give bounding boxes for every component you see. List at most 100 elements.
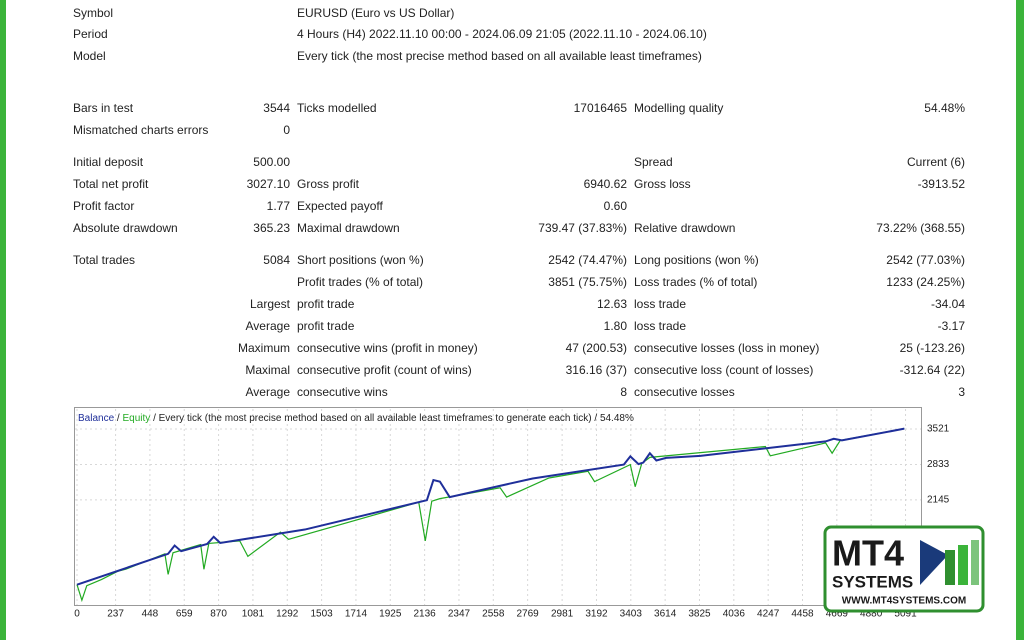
stat-value: 1.77 xyxy=(267,199,291,213)
field-label: Symbol xyxy=(73,6,113,20)
stat-label: consecutive profit (count of wins) xyxy=(297,363,472,377)
logo-icon xyxy=(958,545,968,585)
stat-label: Gross loss xyxy=(634,177,691,191)
stat-value: 739.47 (37.83%) xyxy=(538,221,627,235)
stat-value: 17016465 xyxy=(574,101,628,115)
x-tick-label: 1081 xyxy=(242,609,265,620)
stat-value: Average xyxy=(246,385,291,399)
stat-label: Expected payoff xyxy=(297,199,384,213)
logo-line2: SYSTEMS xyxy=(832,572,913,591)
x-tick-label: 448 xyxy=(142,609,159,620)
logo-icon xyxy=(945,550,955,585)
chart-frame xyxy=(74,407,922,606)
stat-label: Short positions (won %) xyxy=(297,253,424,267)
stat-label: consecutive wins xyxy=(297,385,388,399)
chart-subtitle: / Every tick (the most precise method ba… xyxy=(153,413,634,424)
stat-value: 3027.10 xyxy=(247,177,291,191)
x-tick-label: 0 xyxy=(74,609,80,620)
stat-value: -3913.52 xyxy=(918,177,966,191)
stat-value: 73.22% (368.55) xyxy=(876,221,965,235)
legend-separator: / xyxy=(117,413,120,424)
stat-label: consecutive losses (loss in money) xyxy=(634,341,819,355)
chart: 0 237 448 659 870 1081 1292 1503 1714 1925 2136 234… xyxy=(74,409,950,620)
stat-label: Profit trades (% of total) xyxy=(297,275,423,289)
stat-label: loss trade xyxy=(634,297,686,311)
x-tick-label: 659 xyxy=(176,609,193,620)
x-tick-label: 3614 xyxy=(654,609,677,620)
stat-label: profit trade xyxy=(297,297,355,311)
x-tick-label: 1925 xyxy=(379,609,402,620)
stat-value: 3544 xyxy=(263,101,290,115)
x-tick-label: 1503 xyxy=(310,609,333,620)
stat-value: 3851 (75.75%) xyxy=(548,275,627,289)
stat-label: Long positions (won %) xyxy=(634,253,759,267)
stat-label: Bars in test xyxy=(73,101,134,115)
stat-value: -34.04 xyxy=(931,297,965,311)
stat-value: 47 (200.53) xyxy=(566,341,627,355)
y-tick-label: 2145 xyxy=(927,495,950,506)
legend-entry: Balance xyxy=(78,413,115,424)
x-tick-label: 2136 xyxy=(413,609,436,620)
stat-value: 316.16 (37) xyxy=(566,363,627,377)
right-border xyxy=(1016,0,1024,640)
stat-value: Average xyxy=(246,319,291,333)
stat-label: Absolute drawdown xyxy=(73,221,178,235)
stat-value: -3.17 xyxy=(938,319,966,333)
stat-value: 12.63 xyxy=(597,297,627,311)
stat-value: Maximal xyxy=(245,363,290,377)
logo: MT4 SYSTEMS WWW.MT4SYSTEMS.COM xyxy=(823,525,985,613)
stat-label: Modelling quality xyxy=(634,101,723,115)
legend-entry: Equity xyxy=(122,413,150,424)
stat-label: profit trade xyxy=(297,319,355,333)
stat-value: -312.64 (22) xyxy=(900,363,965,377)
stat-label: consecutive loss (count of losses) xyxy=(634,363,813,377)
stat-value: Largest xyxy=(250,297,291,311)
x-tick-label: 4036 xyxy=(723,609,746,620)
x-tick-label: 4458 xyxy=(791,609,814,620)
stat-label: Relative drawdown xyxy=(634,221,735,235)
y-tick-label: 2833 xyxy=(927,459,950,470)
x-tick-label: 2347 xyxy=(448,609,471,620)
x-tick-label: 3825 xyxy=(688,609,711,620)
stat-label: consecutive wins (profit in money) xyxy=(297,341,478,355)
field-label: Period xyxy=(73,27,108,41)
stat-value: 2542 (74.47%) xyxy=(548,253,627,267)
stat-label: Total net profit xyxy=(73,177,149,191)
stat-label: Loss trades (% of total) xyxy=(634,275,757,289)
logo-url: WWW.MT4SYSTEMS.COM xyxy=(842,596,966,607)
field-value: Every tick (the most precise method base… xyxy=(297,49,702,63)
stat-label: Gross profit xyxy=(297,177,360,191)
x-tick-label: 2981 xyxy=(551,609,574,620)
x-tick-label: 2769 xyxy=(517,609,540,620)
stat-value: 8 xyxy=(620,385,627,399)
series-line xyxy=(76,427,905,586)
stat-value: 365.23 xyxy=(253,221,290,235)
x-tick-label: 4880 xyxy=(860,609,883,620)
x-tick-label: 4669 xyxy=(826,609,849,620)
chart-legend: Balance / Equity / Every tick (the most … xyxy=(78,413,634,424)
x-tick-label: 870 xyxy=(210,609,227,620)
stat-label: Ticks modelled xyxy=(297,101,377,115)
stat-label: Mismatched charts errors xyxy=(73,123,208,137)
logo-box xyxy=(823,525,985,613)
stat-label: Total trades xyxy=(73,253,135,267)
logo-icon xyxy=(971,540,979,585)
stat-value: 500.00 xyxy=(253,155,290,169)
left-border xyxy=(0,0,6,640)
stat-label: Initial deposit xyxy=(73,155,144,169)
x-tick-label: 5091 xyxy=(894,609,917,620)
stat-value: 0.60 xyxy=(604,199,628,213)
field-value: 4 Hours (H4) 2022.11.10 00:00 - 2024.06.… xyxy=(297,27,707,41)
field-value: EURUSD (Euro vs US Dollar) xyxy=(297,6,454,20)
x-tick-label: 1292 xyxy=(276,609,299,620)
stat-label: Spread xyxy=(634,155,673,169)
stat-label: Maximal drawdown xyxy=(297,221,400,235)
stat-value: Current (6) xyxy=(907,155,965,169)
stat-label: loss trade xyxy=(634,319,686,333)
stat-value: 6940.62 xyxy=(584,177,628,191)
stat-value: 0 xyxy=(283,123,290,137)
y-tick-label: 3521 xyxy=(927,424,950,435)
x-tick-label: 237 xyxy=(107,609,124,620)
